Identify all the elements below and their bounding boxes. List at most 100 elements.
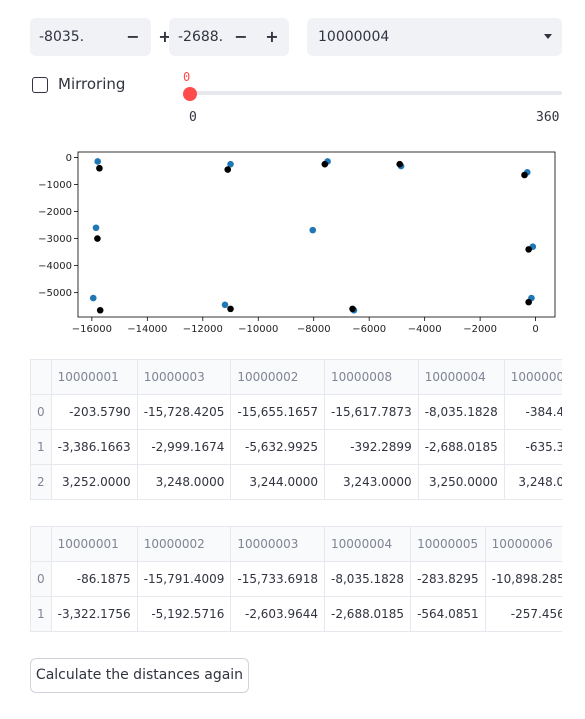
column-header[interactable]: 10000006	[484, 526, 562, 562]
table-cell[interactable]: -283.8295	[410, 561, 486, 597]
table-cell[interactable]: -203.5790	[50, 394, 138, 430]
column-header[interactable]: 10000002	[136, 526, 232, 562]
x-decrement-button[interactable]: −	[126, 27, 140, 46]
x-tick-label: −4000	[408, 324, 442, 335]
table-row: 1 -3,386.1663 -2,999.1674 -5,632.9925 -392.2…	[30, 429, 562, 465]
column-header[interactable]: 10000004	[417, 359, 505, 395]
rotation-slider-thumb[interactable]	[183, 87, 197, 101]
y-tick-label: −5000	[38, 288, 72, 299]
x-increment-button[interactable]: +	[158, 27, 172, 46]
row-index: 2	[30, 464, 52, 500]
table-cell[interactable]: 3,250.0000	[417, 464, 505, 500]
table-row: 1 -3,322.1756 -5,192.5716 -2,603.9644 -2,688…	[30, 596, 562, 632]
x-number-input[interactable]: -8035. − +	[30, 18, 172, 56]
table-cell[interactable]: -8,035.1828	[324, 561, 412, 597]
data-point	[96, 164, 103, 172]
data-point	[92, 224, 100, 232]
data-point	[521, 171, 528, 179]
data-point	[525, 298, 532, 306]
table-cell[interactable]: -564.0851	[410, 596, 486, 632]
id-select-value: 10000004	[318, 29, 390, 45]
id-select[interactable]: 10000004	[307, 18, 562, 56]
x-tick-label: −16000	[72, 324, 112, 335]
table-cell[interactable]: -5,192.5716	[136, 596, 232, 632]
table-cell[interactable]: -15,728.4205	[136, 394, 232, 430]
column-header[interactable]: 10000005	[410, 526, 486, 562]
column-header[interactable]: 10000003	[230, 526, 326, 562]
table-cell[interactable]: -392.2899	[324, 429, 419, 465]
column-header[interactable]: 10000001	[50, 526, 138, 562]
column-header[interactable]: 10000004	[324, 526, 412, 562]
scatter-plot: −16000 −14000 −12000 −10000 −8000 −6000 −4000−…	[38, 151, 556, 335]
y-value[interactable]: -2688.	[178, 29, 224, 45]
slider-min: 0	[189, 110, 197, 125]
data-point	[396, 160, 403, 168]
data-point	[94, 235, 101, 242]
table-cell[interactable]: -2,999.1674	[136, 429, 232, 465]
dataframe-1[interactable]: 10000001 10000003 10000002 10000008 10000004…	[30, 359, 562, 500]
x-tick-label: −14000	[127, 324, 167, 335]
y-tick-label: −1000	[38, 180, 72, 191]
table-cell[interactable]: -8,035.1828	[417, 394, 505, 430]
x-tick-label: −6000	[352, 324, 386, 335]
table-cell[interactable]: 3,244.0000	[230, 464, 326, 500]
table-cell[interactable]: -15,655.1657	[230, 394, 326, 430]
y-number-input[interactable]: -2688. − +	[169, 18, 289, 56]
column-header[interactable]: 10000005	[503, 359, 562, 395]
column-header[interactable]: 10000008	[324, 359, 419, 395]
data-point	[96, 306, 104, 314]
table-cell[interactable]: 3,252.0000	[50, 464, 138, 500]
mirroring-label[interactable]: Mirroring	[58, 75, 126, 93]
y-decrement-button[interactable]: −	[234, 27, 248, 46]
table-cell[interactable]: -384.41	[503, 394, 562, 430]
row-index: 1	[30, 429, 52, 465]
table-cell[interactable]: -2,603.9644	[230, 596, 326, 632]
data-point	[349, 305, 356, 313]
row-index: 0	[30, 394, 52, 430]
table-cell[interactable]: -5,632.9925	[230, 429, 326, 465]
x-tick-label: 0	[532, 324, 538, 335]
table-header-row: 10000001 10000002 10000003 10000004 10000005…	[30, 526, 562, 562]
column-header[interactable]: 10000002	[230, 359, 326, 395]
x-tick-label: −10000	[238, 324, 278, 335]
x-value[interactable]: -8035.	[39, 29, 85, 45]
index-header	[30, 359, 52, 395]
table-cell[interactable]: -15,791.4009	[136, 561, 232, 597]
data-point	[89, 294, 97, 302]
index-header	[30, 526, 52, 562]
table-cell[interactable]: 3,248.00	[503, 464, 562, 500]
row-index: 0	[30, 561, 52, 597]
table-cell[interactable]: 3,243.0000	[324, 464, 419, 500]
table-row: 2 3,252.0000 3,248.0000 3,244.0000 3,243.000…	[30, 464, 562, 500]
row-index: 1	[30, 596, 52, 632]
plot-frame	[77, 151, 556, 318]
data-point	[309, 226, 317, 234]
table-cell[interactable]: -3,322.1756	[50, 596, 138, 632]
table-cell[interactable]: -86.1875	[50, 561, 138, 597]
dataframe-2[interactable]: 10000001 10000002 10000003 10000004 10000005…	[30, 526, 562, 632]
mirroring-checkbox[interactable]	[32, 77, 48, 93]
table-cell[interactable]: -15,617.7873	[324, 394, 419, 430]
y-tick-label: −2000	[38, 207, 72, 218]
y-tick-label: −3000	[38, 234, 72, 245]
table-cell[interactable]: -3,386.1663	[50, 429, 138, 465]
table-cell[interactable]: -257.456	[484, 596, 562, 632]
table-cell[interactable]: -635.39	[503, 429, 562, 465]
table-cell[interactable]: -15,733.6918	[230, 561, 326, 597]
data-point	[321, 160, 329, 168]
table-cell[interactable]: -2,688.0185	[417, 429, 505, 465]
data-point	[227, 305, 234, 313]
y-increment-button[interactable]: +	[265, 27, 279, 46]
slider-value: 0	[183, 70, 191, 84]
table-cell[interactable]: 3,248.0000	[136, 464, 232, 500]
column-header[interactable]: 10000003	[136, 359, 232, 395]
column-header[interactable]: 10000001	[50, 359, 138, 395]
x-tick-label: −2000	[463, 324, 497, 335]
y-tick-label: 0	[66, 153, 72, 164]
data-point	[227, 160, 234, 168]
table-cell[interactable]: -2,688.0185	[324, 596, 412, 632]
rotation-slider-track[interactable]	[190, 91, 562, 95]
table-header-row: 10000001 10000003 10000002 10000008 10000004…	[30, 359, 562, 395]
calculate-distances-button[interactable]: Calculate the distances again	[30, 658, 249, 693]
table-cell[interactable]: -10,898.285	[484, 561, 562, 597]
